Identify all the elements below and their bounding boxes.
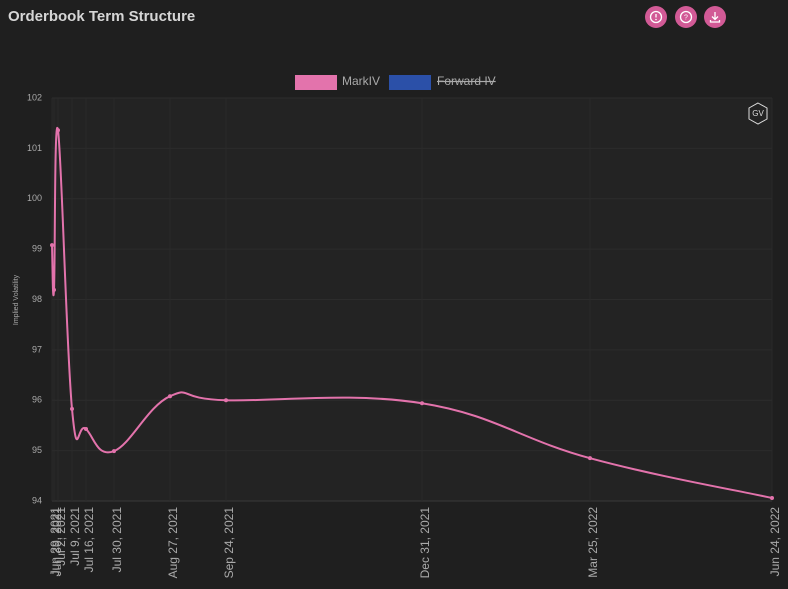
data-point [70,406,74,411]
x-tick-label: Jun 29, 2021 [48,507,62,577]
x-tick-label: Jun 30, 2021 [50,507,64,577]
y-tick-label: 100 [27,193,42,203]
data-point [770,495,774,500]
x-tick-label: Mar 25, 2022 [586,507,600,578]
download-button[interactable] [704,6,726,28]
y-tick-label: 94 [32,495,42,505]
y-tick-label: 102 [27,92,42,102]
y-tick-label: 95 [32,445,42,455]
legend-item[interactable]: MarkIV [295,74,380,90]
data-point [84,426,88,431]
y-axis-label: Implied Volatility [13,274,20,325]
x-tick-label: Jul 9, 2021 [68,507,82,566]
logo-badge: GV [748,102,768,125]
y-tick-label: 96 [32,395,42,405]
y-tick-label: 99 [32,244,42,254]
legend-label: MarkIV [342,74,380,88]
x-tick-label: Jul 30, 2021 [110,507,124,573]
page-title: Orderbook Term Structure [8,8,195,25]
x-tick-label: Jul 16, 2021 [82,507,96,573]
data-point [224,398,228,403]
legend-swatch [389,75,431,90]
x-tick-label: Jun 24, 2022 [768,507,782,577]
svg-text:?: ? [684,14,688,21]
x-tick-label: Aug 27, 2021 [166,507,180,579]
x-tick-label: Jul 2, 2021 [54,507,68,566]
data-point [588,456,592,461]
data-point [112,449,116,454]
data-point [420,401,424,406]
help-button[interactable]: ? [675,6,697,28]
x-tick-label: Sep 24, 2021 [222,507,236,579]
info-button[interactable] [645,6,667,28]
badge-text: GV [752,109,764,118]
data-point [56,128,60,133]
legend-item[interactable]: Forward IV [389,74,496,90]
data-point [52,287,56,292]
legend-label: Forward IV [437,74,496,88]
y-tick-label: 98 [32,294,42,304]
y-tick-label: 101 [27,143,42,153]
x-tick-label: Dec 31, 2021 [418,507,432,579]
y-tick-label: 97 [32,344,42,354]
data-point [50,243,54,248]
legend-swatch [295,75,337,90]
data-point [168,394,172,399]
